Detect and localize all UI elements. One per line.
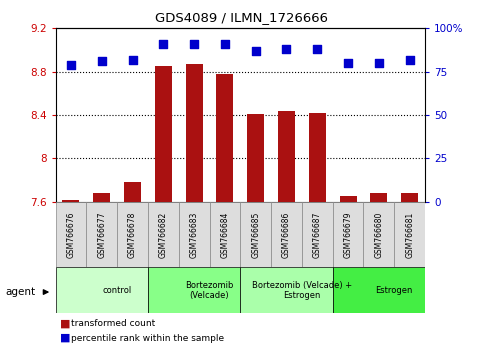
Point	[344, 60, 352, 66]
Bar	[401, 193, 418, 202]
Point	[159, 41, 167, 47]
Bar	[148, 202, 179, 267]
Bar	[86, 202, 117, 267]
Bar	[117, 202, 148, 267]
Bar	[124, 182, 141, 202]
Text: GSM766687: GSM766687	[313, 211, 322, 258]
Point	[313, 46, 321, 52]
Text: Bortezomib
(Velcade): Bortezomib (Velcade)	[185, 281, 234, 300]
Point	[128, 57, 136, 62]
Text: transformed count: transformed count	[71, 319, 156, 329]
Text: Bortezomib (Velcade) +
Estrogen: Bortezomib (Velcade) + Estrogen	[252, 281, 352, 300]
Text: ■: ■	[60, 319, 71, 329]
Point	[221, 41, 229, 47]
Bar	[62, 200, 79, 202]
Bar	[340, 196, 356, 202]
Bar	[247, 114, 264, 202]
Point	[406, 57, 413, 62]
Text: GSM766680: GSM766680	[374, 211, 384, 258]
Bar	[333, 267, 425, 313]
Bar	[278, 111, 295, 202]
Text: agent: agent	[6, 287, 36, 297]
Bar	[333, 202, 364, 267]
Bar	[394, 202, 425, 267]
Point	[98, 58, 106, 64]
Point	[67, 62, 75, 68]
Bar	[148, 267, 241, 313]
Text: ■: ■	[60, 333, 71, 343]
Point	[190, 41, 198, 47]
Text: percentile rank within the sample: percentile rank within the sample	[71, 333, 225, 343]
Bar	[210, 202, 240, 267]
Point	[375, 60, 383, 66]
Point	[283, 46, 290, 52]
Text: GSM766679: GSM766679	[343, 211, 353, 258]
Text: GSM766678: GSM766678	[128, 211, 137, 258]
Text: GSM766686: GSM766686	[282, 211, 291, 258]
Text: GSM766685: GSM766685	[251, 211, 260, 258]
Bar	[240, 267, 333, 313]
Bar	[216, 74, 233, 202]
Text: Estrogen: Estrogen	[376, 286, 413, 295]
Bar	[56, 202, 86, 267]
Text: GDS4089 / ILMN_1726666: GDS4089 / ILMN_1726666	[155, 11, 328, 24]
Text: GSM766684: GSM766684	[220, 211, 229, 258]
Bar	[179, 202, 210, 267]
Bar	[155, 66, 172, 202]
Bar	[185, 64, 202, 202]
Bar	[309, 113, 326, 202]
Bar	[240, 202, 271, 267]
Bar	[370, 193, 387, 202]
Text: GSM766681: GSM766681	[405, 211, 414, 258]
Text: GSM766677: GSM766677	[97, 211, 106, 258]
Bar	[56, 267, 148, 313]
Bar	[364, 202, 394, 267]
Point	[252, 48, 259, 54]
Bar	[302, 202, 333, 267]
Bar	[271, 202, 302, 267]
Text: GSM766676: GSM766676	[67, 211, 75, 258]
Bar	[93, 193, 110, 202]
Text: GSM766682: GSM766682	[159, 211, 168, 258]
Text: control: control	[102, 286, 132, 295]
Text: GSM766683: GSM766683	[190, 211, 199, 258]
